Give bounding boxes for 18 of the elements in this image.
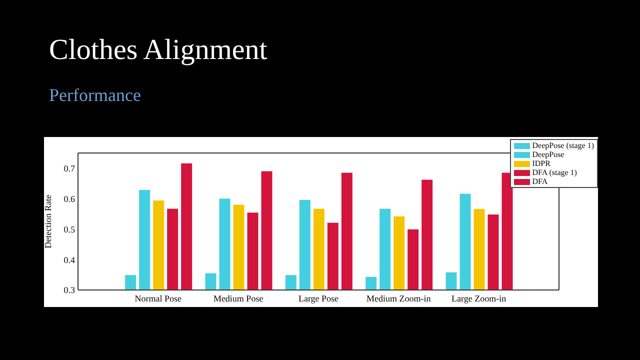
legend-label: DFA (stage 1) [532, 168, 577, 177]
y-tick-label: 0.5 [64, 224, 76, 234]
legend-label: DFA [532, 177, 548, 186]
x-tick-label: Medium Zoom-in [366, 293, 432, 304]
x-tick-label: Normal Pose [134, 293, 182, 304]
y-tick-label: 0.4 [64, 254, 76, 265]
legend-label: DeepPose (stage 1) [532, 141, 594, 150]
x-tick-label: Large Pose [298, 293, 339, 304]
y-tick-label: 0.6 [64, 194, 76, 204]
y-tick-label: 0.3 [64, 285, 76, 296]
x-tick-label: Large Zoom-in [452, 293, 507, 304]
legend-label: IDPR [532, 159, 550, 168]
y-axis-title: Detection Rate [43, 194, 54, 248]
chart-title: Clothes Alignment [49, 34, 268, 67]
x-tick-label: Medium Pose [213, 293, 264, 304]
chart-subtitle: Performance [49, 85, 141, 106]
y-tick-label: 0.7 [64, 163, 76, 174]
legend-label: DeepPose [532, 150, 564, 159]
